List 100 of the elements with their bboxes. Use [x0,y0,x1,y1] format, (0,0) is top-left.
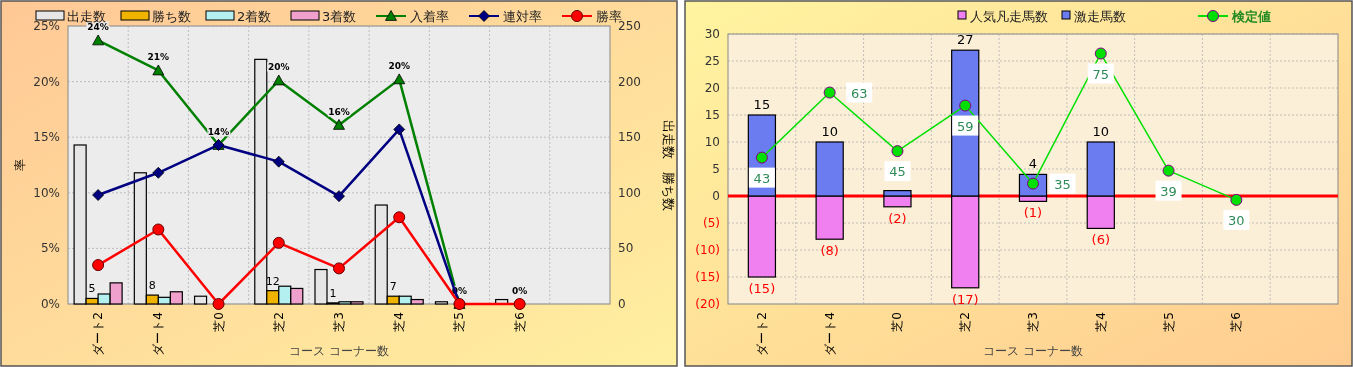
y2-tick-label: 0 [618,297,626,311]
x-tick-label: 芝3 [332,312,346,332]
x-axis-title: コース コーナー数 [289,344,389,358]
data-label: (1) [1023,205,1043,221]
data-label: 21% [147,52,170,63]
legend-label: 激走馬数 [1074,9,1126,24]
legend-label: 入着率 [410,9,449,24]
point [393,123,406,136]
y-tick-label: 10% [33,185,60,200]
legend-label: 3着数 [322,9,357,24]
point [272,236,285,249]
point [92,259,105,272]
point [1230,193,1243,206]
y2-tick-label: 50 [618,241,634,256]
point [212,298,225,310]
data-label: 10 [821,124,838,139]
data-label: 24% [87,22,109,33]
data-label: 16% [328,106,350,117]
y-axis-title: 率 [13,159,27,171]
data-label: 30 [1228,212,1245,228]
x-tick-label: 芝6 [1229,312,1244,332]
point [152,64,165,76]
data-label: (15) [748,281,776,296]
x-tick-label: 芝0 [211,312,226,332]
data-label: (6) [1091,232,1110,248]
data-label: 39 [1160,183,1177,199]
x-tick-label: ダート4 [822,312,837,356]
data-label: (17) [951,291,979,307]
y-tick-label: 25% [33,19,60,33]
data-label: (8) [820,243,839,259]
y-tick-label: 5% [40,241,60,256]
x-tick-label: ダート4 [151,312,166,356]
point [393,73,406,85]
data-label: 15 [753,97,771,112]
x-tick-label: 芝5 [452,312,467,332]
y-tick-label: (15) [695,270,720,284]
y-tick-label: 20% [33,74,60,89]
legend-label: 連対率 [503,9,542,24]
point [513,298,526,310]
point [959,99,972,112]
data-label: (2) [888,210,907,226]
legend-label: 人気凡走馬数 [970,9,1048,24]
data-label: 10 [1092,124,1110,139]
y-tick-label: 5 [712,162,720,176]
point [823,86,836,99]
point [272,155,285,168]
point [333,262,345,275]
x-tick-label: 芝6 [512,312,527,332]
x-tick-label: 芝2 [271,312,286,332]
data-label: 59 [956,118,974,134]
y-tick-label: 0 [712,189,720,203]
y-tick-label: 30 [704,27,720,41]
point [393,211,406,224]
legend-label: 勝ち数 [152,9,191,24]
x-tick-label: 芝2 [958,312,973,332]
data-label: 35 [1054,176,1071,192]
legend-label: 2着数 [237,9,272,24]
point [333,190,345,203]
data-label: 8 [148,279,156,293]
data-label: 4 [1028,156,1038,172]
y-tick-label: 25 [704,54,720,68]
point [152,223,165,236]
x-axis-title: コース コーナー数 [983,344,1083,358]
x-tick-label: 芝5 [1161,312,1176,332]
point [1162,164,1175,177]
x-tick-label: ダート2 [91,312,106,356]
data-label: 14% [207,126,230,137]
data-label: 27 [956,32,974,48]
point [272,74,285,86]
y-tick-label: (5) [703,216,720,230]
y-tick-label: 15 [704,108,720,122]
data-label: 5 [88,282,96,296]
x-tick-label: 芝0 [890,312,905,332]
legend-label: 検定値 [1231,9,1271,24]
point [333,119,345,130]
point [1094,47,1107,60]
x-tick-label: 芝4 [1093,312,1108,332]
point [92,189,105,201]
y-tick-label: 10 [704,135,720,149]
x-tick-label: 芝3 [1026,312,1040,332]
annotation: 0% [512,286,528,296]
y-tick-label: 15% [33,130,60,145]
data-label: 12 [265,274,280,288]
data-label: 7 [389,280,397,294]
y-tick-label: (20) [695,297,720,311]
data-label: 1 [329,286,337,300]
x-tick-label: 芝4 [392,312,407,332]
point [891,145,904,158]
y-tick-label: 0% [40,297,60,311]
y2-tick-label: 200 [618,74,641,89]
y2-tick-label: 100 [618,185,641,200]
y-tick-label: (10) [695,243,720,257]
data-label: 75 [1092,66,1110,82]
data-label: 45 [889,164,906,180]
data-label: 63 [850,85,868,101]
data-label: 20% [268,62,290,73]
y-tick-label: 20 [704,81,720,95]
point [755,151,768,164]
y2-axis-title: 出走数 勝ち数 [661,119,676,211]
data-label: 43 [753,170,771,186]
